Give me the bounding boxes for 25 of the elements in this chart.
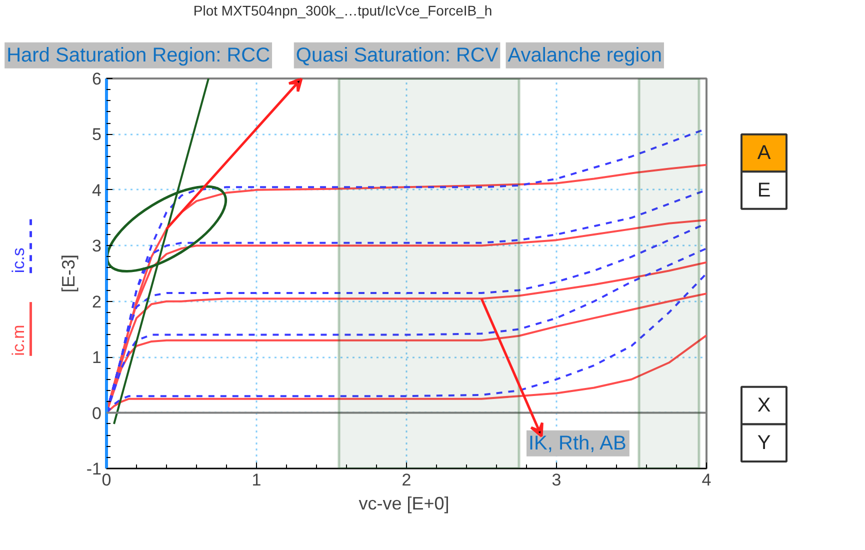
text: X [757,394,771,417]
y-tick-label: 0 [92,404,102,423]
x-tick-label: 2 [402,470,412,490]
y-tick-label: 3 [92,236,102,256]
text: ic.s [9,248,28,274]
text: E [757,179,771,202]
x-tick-label: 3 [552,470,562,490]
y-tick-label: 1 [92,348,102,368]
text: ic.m [9,324,28,356]
y-axis-title: [E-3] [58,254,78,293]
x-tick-label: 1 [252,470,262,490]
text: Y [757,432,771,454]
annotation: Quasi Saturation: RCV [296,44,499,66]
text: A [757,142,772,164]
annotation: IK, Rth, AB [528,432,626,454]
y-tick-label: -1 [86,460,102,478]
text: Avalanche region [508,44,662,66]
y-tick-label: 2 [92,292,102,312]
y-tick-label: 6 [92,70,102,88]
x-tick-label: 4 [702,470,712,490]
chart-title: Plot MXT504npn_300k_…tput/IcVce_ForceIB_h [193,2,492,19]
text: Hard Saturation Region: RCC [6,44,270,66]
x-axis-title: vc-ve [E+0] [358,494,450,514]
y-tick-label: 5 [92,125,102,144]
y-tick-label: 4 [92,180,102,200]
